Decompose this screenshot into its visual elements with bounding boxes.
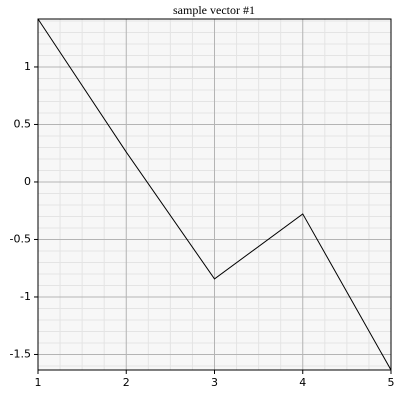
data-line [37,18,392,371]
y-tick-label: 0 [24,175,31,188]
x-tick-label: 1 [35,376,42,389]
y-tick-label: -0.5 [10,232,31,245]
chart-title: sample vector #1 [173,3,255,17]
x-tick-label: 5 [388,376,395,389]
x-tick-label: 2 [123,376,130,389]
x-tick-label: 3 [211,376,218,389]
y-tick-label: 0.5 [14,117,32,130]
y-tick-label: 1 [24,60,31,73]
plot-frame [37,18,392,371]
y-tick-label: -1.5 [10,347,31,360]
y-tick-label: -1 [20,290,31,303]
x-tick-label: 4 [299,376,306,389]
